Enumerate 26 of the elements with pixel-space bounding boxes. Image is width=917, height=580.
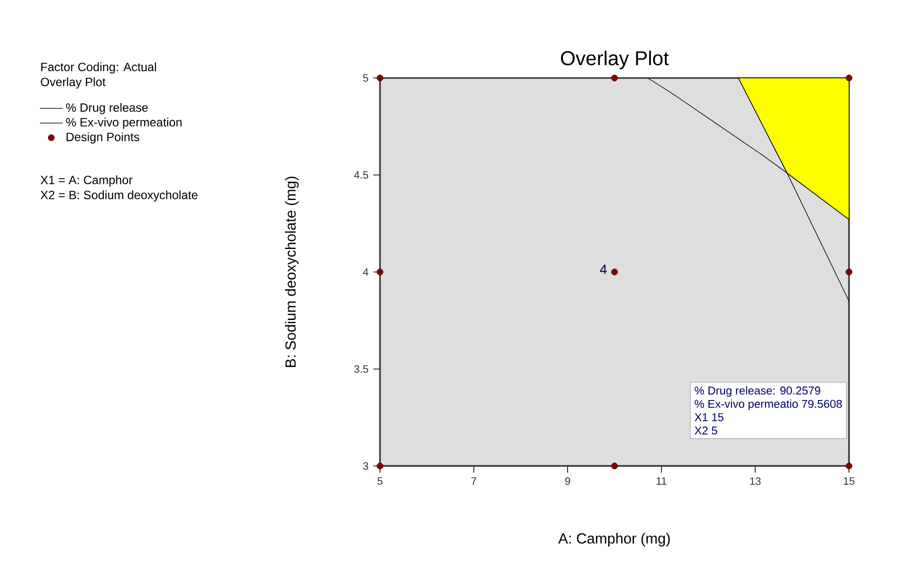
legend-label: % Ex-vivo permeation xyxy=(66,118,182,129)
chart-title: Overlay Plot xyxy=(560,50,669,70)
y-axis-title: B: Sodium deoxycholate (mg) xyxy=(285,176,299,367)
y-tick-label: 4 xyxy=(362,268,368,276)
text: Factor Coding: Actual xyxy=(41,62,156,74)
x-tick-label: 15 xyxy=(844,477,854,485)
annotation: X1 15 xyxy=(694,413,724,422)
y-tick-label: 3 xyxy=(363,462,368,470)
x-tick-label: 9 xyxy=(565,477,570,485)
legend-label: Design Points xyxy=(66,132,140,144)
legend-label: % Drug release xyxy=(66,102,148,114)
annotation: X2 5 xyxy=(694,426,718,435)
y-tick-label: 3.5 xyxy=(354,365,368,373)
text: X1 = A: Camphor xyxy=(40,175,132,187)
annotation: % Drug release: 90.2579 xyxy=(694,386,820,397)
x-tick-label: 7 xyxy=(471,477,476,485)
y-tick-label: 5 xyxy=(363,74,368,82)
annotation: % Ex-vivo permeatio 79.5608 xyxy=(694,400,842,410)
text: Overlay Plot xyxy=(40,77,106,89)
text: X2 = B: Sodium deoxycholate xyxy=(40,190,198,202)
x-tick-label: 11 xyxy=(656,477,666,485)
x-tick-label: 5 xyxy=(377,477,383,485)
annotation: 4 xyxy=(600,264,607,274)
y-tick-label: 4.5 xyxy=(354,171,368,179)
x-axis-title: A: Camphor (mg) xyxy=(558,532,670,547)
x-tick-label: 13 xyxy=(750,477,761,485)
